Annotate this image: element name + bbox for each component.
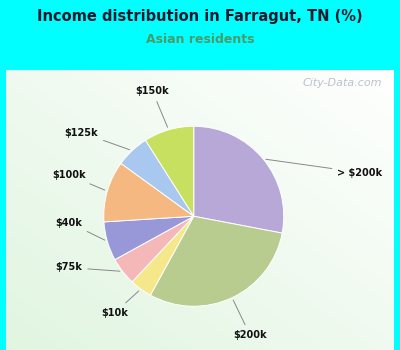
Text: $125k: $125k bbox=[64, 127, 130, 150]
Text: City-Data.com: City-Data.com bbox=[303, 78, 382, 89]
Wedge shape bbox=[121, 140, 194, 216]
Text: $100k: $100k bbox=[52, 170, 105, 190]
Text: $150k: $150k bbox=[136, 86, 169, 127]
Text: Income distribution in Farragut, TN (%): Income distribution in Farragut, TN (%) bbox=[37, 9, 363, 24]
Wedge shape bbox=[194, 126, 284, 233]
Text: $200k: $200k bbox=[233, 300, 267, 340]
Text: > $200k: > $200k bbox=[266, 159, 382, 177]
Wedge shape bbox=[146, 126, 194, 216]
Text: $10k: $10k bbox=[102, 291, 139, 317]
Text: Asian residents: Asian residents bbox=[146, 33, 254, 46]
Text: $75k: $75k bbox=[55, 262, 120, 273]
Wedge shape bbox=[104, 216, 194, 260]
Wedge shape bbox=[132, 216, 194, 295]
Wedge shape bbox=[104, 163, 194, 222]
Wedge shape bbox=[150, 216, 282, 306]
Wedge shape bbox=[115, 216, 194, 282]
Text: $40k: $40k bbox=[55, 217, 105, 240]
